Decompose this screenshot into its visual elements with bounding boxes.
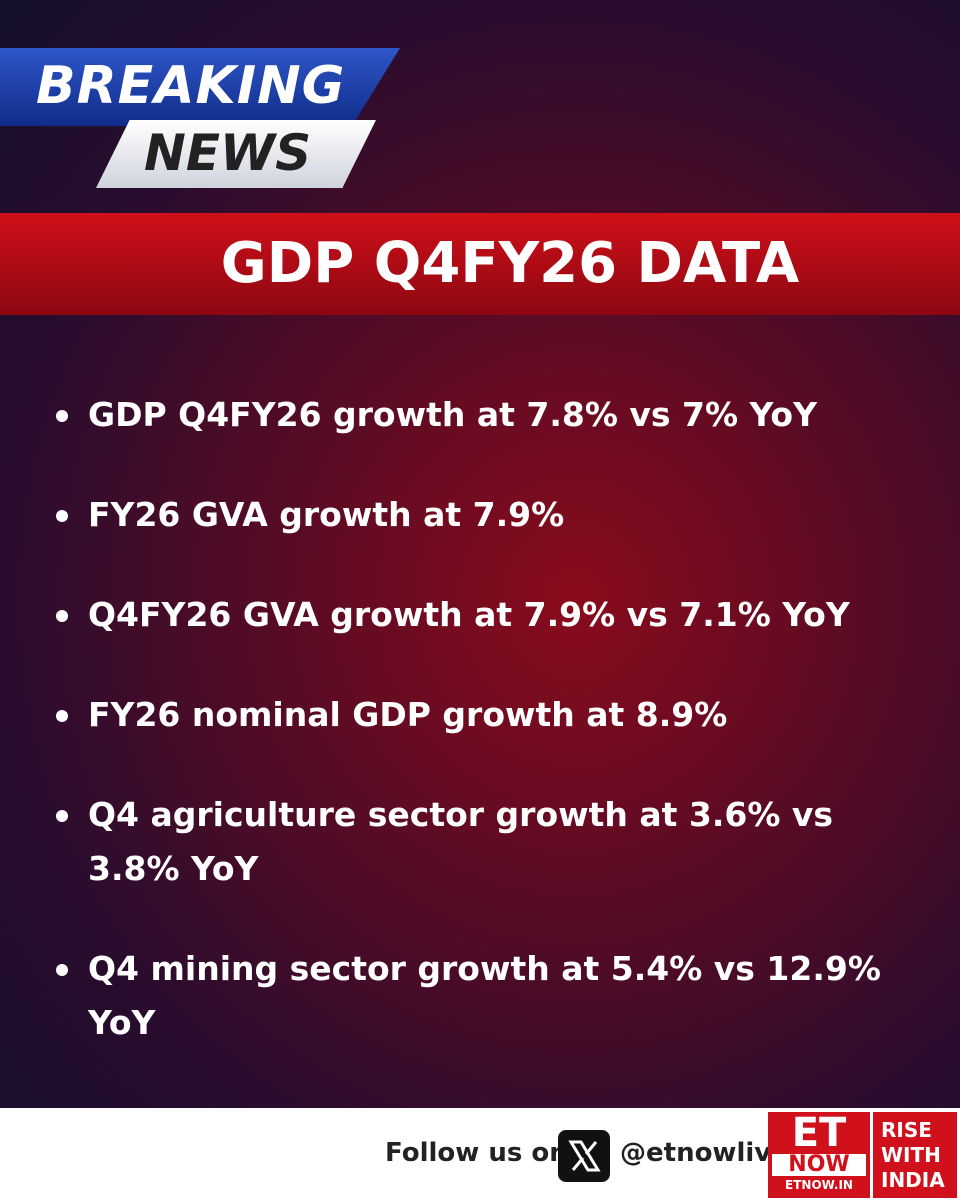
social-handle[interactable]: @etnowlive [620, 1138, 789, 1168]
tagline-line: INDIA [881, 1168, 945, 1192]
follow-text: Follow us on [385, 1138, 568, 1168]
tagline-line: RISE [881, 1118, 932, 1142]
bullet: FY26 nominal GDP growth at 8.9% [50, 688, 930, 742]
bullet-list: GDP Q4FY26 growth at 7.8% vs 7% YoY FY26… [50, 388, 930, 1096]
logo-now: NOW [772, 1154, 866, 1176]
et-logo: ET NOW ETNOW.IN [768, 1112, 870, 1198]
bullet: Q4 agriculture sector growth at 3.6% vs … [50, 788, 930, 896]
bullet: GDP Q4FY26 growth at 7.8% vs 7% YoY [50, 388, 930, 442]
logo-site: ETNOW.IN [785, 1178, 853, 1192]
badge-line1: BREAKING [36, 56, 346, 116]
headline: GDP Q4FY26 DATA [220, 231, 800, 296]
tagline: RISE WITH INDIA [873, 1112, 957, 1198]
bullet: FY26 GVA growth at 7.9% [50, 488, 930, 542]
x-logo[interactable] [558, 1130, 610, 1182]
headline-band: GDP Q4FY26 DATA [0, 213, 960, 315]
badge-line2: NEWS [144, 124, 312, 182]
news-badge: NEWS [96, 120, 376, 188]
bullet: Q4 mining sector growth at 5.4% vs 12.9%… [50, 942, 930, 1050]
breaking-badge: BREAKING [0, 48, 400, 126]
bullet: Q4FY26 GVA growth at 7.9% vs 7.1% YoY [50, 588, 930, 642]
logo-et: ET [791, 1110, 847, 1156]
tagline-line: WITH [881, 1143, 941, 1167]
